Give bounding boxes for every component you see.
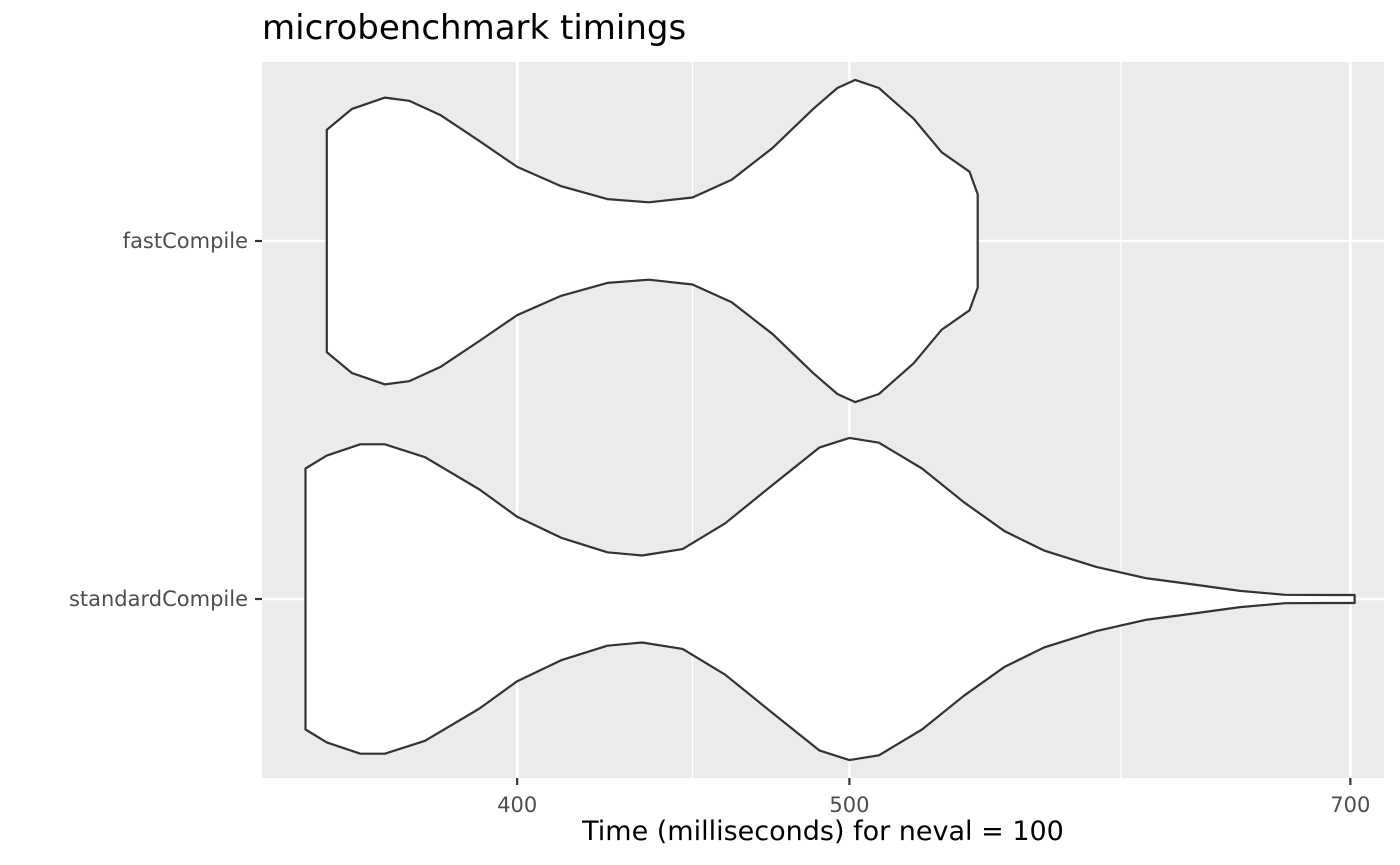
y-tick-label: fastCompile xyxy=(123,229,248,253)
chart-title: microbenchmark timings xyxy=(262,8,687,48)
violin-fastCompile xyxy=(325,78,979,404)
x-axis-label: Time (milliseconds) for neval = 100 xyxy=(582,816,1064,847)
x-tick-label: 400 xyxy=(497,793,537,817)
x-tick-label: 700 xyxy=(1330,793,1370,817)
y-tick-label: standardCompile xyxy=(69,587,248,611)
violin-standardCompile xyxy=(304,436,1356,762)
x-tick-label: 500 xyxy=(829,793,869,817)
